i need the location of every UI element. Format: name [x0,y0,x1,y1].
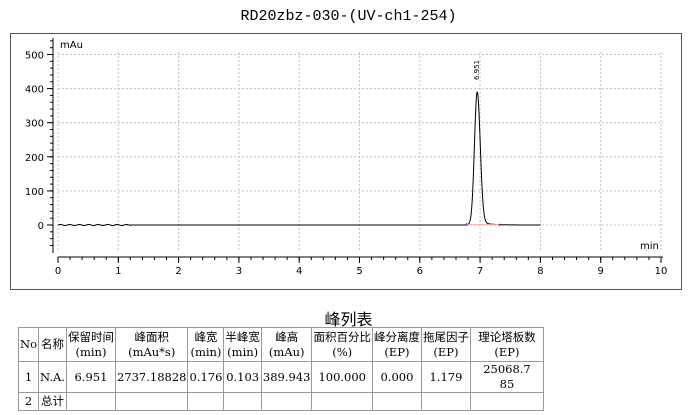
header-cell: 名称 [38,327,67,362]
cell-value: 6.951 [74,369,108,384]
plot-frame [10,33,682,290]
table-cell [420,392,471,411]
header-cell: 峰高 (mAu) [260,327,313,362]
header-label: 半峰宽 [225,329,260,344]
table-cell: 1.179 [420,361,471,393]
header-label: 保留时间 [67,329,114,344]
x-tick-label: 4 [296,266,302,277]
y-tick-label: 100 [25,187,44,198]
x-tick-label: 3 [236,266,242,277]
y-tick-label: 300 [25,119,44,130]
cell-value: 总计 [40,394,64,408]
table-cell: 6.951 [65,361,116,393]
table-cell [223,392,262,411]
x-tick-label: 10 [655,266,668,277]
header-unit: (min) [190,344,222,359]
table-title: 峰列表 [324,310,373,329]
y-tick-label: 400 [25,85,44,96]
table-cell: N.A. [38,361,67,393]
header-unit: (min) [227,344,259,359]
header-cell: 峰分离度 (EP) [371,327,422,362]
cell-value: 2737.18828 [116,369,187,384]
header-label: 名称 [40,337,64,351]
table-cell [469,392,544,411]
header-cell: 理论塔板数 (EP) [469,327,544,362]
header-label: 面积百分比 [313,329,371,344]
header-label: 峰宽 [194,329,218,344]
header-unit: (EP) [494,344,520,359]
table-cell [260,392,313,411]
header-cell: 拖尾因子 (EP) [420,327,471,362]
x-tick-label: 2 [175,266,181,277]
cell-value: 0.103 [226,369,260,384]
table-cell [371,392,422,411]
chromatogram-trace [57,91,541,226]
header-cell: 面积百分比 (%) [311,327,373,362]
header-label: 峰高 [275,329,299,344]
header-unit: (%) [332,344,353,359]
header-cell: 保留时间 (min) [65,327,116,362]
table-cell: 2737.18828 [114,361,189,393]
table-cell: 1 [18,361,39,393]
header-label: 理论塔板数 [478,329,536,344]
table-cell [187,392,225,411]
table-cell [65,392,116,411]
chart-title: RD20zbz-030-(UV-ch1-254) [240,8,457,25]
table-cell: 0.176 [187,361,225,393]
cell-value: N.A. [40,369,65,384]
peak-label: 6.951 [473,60,481,80]
header-unit: (min) [75,344,107,359]
table-row: 2 总计 [18,392,544,411]
cell-value: 0.176 [189,369,223,384]
cell-value: 1.179 [429,369,463,384]
header-unit: (EP) [433,344,459,359]
y-tick-label: 500 [25,51,44,62]
table-cell: 总计 [38,392,67,411]
table-cell: 25068.785 [469,361,544,393]
header-label: 峰分离度 [373,329,420,344]
table-cell [114,392,189,411]
table-cell: 0.103 [223,361,262,393]
x-axis-label: min [640,241,659,252]
header-label: 拖尾因子 [422,329,469,344]
header-cell: 峰面积 (mAu*s) [114,327,189,362]
table-cell: 2 [18,392,39,411]
cell-value: 0.000 [380,369,414,384]
table-cell [311,392,373,411]
y-tick-label: 0 [38,221,44,232]
table-cell: 100.000 [311,361,373,393]
header-cell: 半峰宽 (min) [223,327,262,362]
table-cell: 0.000 [371,361,422,393]
cell-value: 100.000 [318,369,366,384]
header-unit: (mAu) [268,344,305,359]
x-tick-label: 9 [598,266,604,277]
table-cell: 389.943 [260,361,313,393]
header-label: No [20,337,37,351]
x-tick-label: 0 [55,266,61,277]
x-tick-label: 5 [356,266,362,277]
x-tick-label: 7 [477,266,483,277]
y-tick-label: 200 [25,153,44,164]
x-tick-label: 8 [537,266,543,277]
table-row: 1 N.A. 6.951 2737.18828 0.176 0.103 389.943 100… [18,361,544,393]
header-cell: 峰宽 (min) [187,327,225,362]
table-header-row: No 名称 保留时间 (min) 峰面积 (mAu*s) 峰宽 (min) 半峰宽 (min) 峰高… [18,327,544,362]
cell-value: 389.943 [262,369,311,384]
header-unit: (EP) [384,344,410,359]
header-cell: No [18,327,39,362]
cell-value: 25068.785 [483,362,531,391]
cell-value: 1 [24,369,33,384]
peak-table: No 名称 保留时间 (min) 峰面积 (mAu*s) 峰宽 (min) 半峰宽 (min) 峰高… [18,327,544,411]
y-axis-label: mAu [60,40,83,51]
x-tick-label: 1 [115,266,121,277]
header-unit: (mAu*s) [128,344,176,359]
header-label: 峰面积 [134,329,169,344]
cell-value: 2 [24,394,33,408]
x-tick-label: 6 [417,266,423,277]
